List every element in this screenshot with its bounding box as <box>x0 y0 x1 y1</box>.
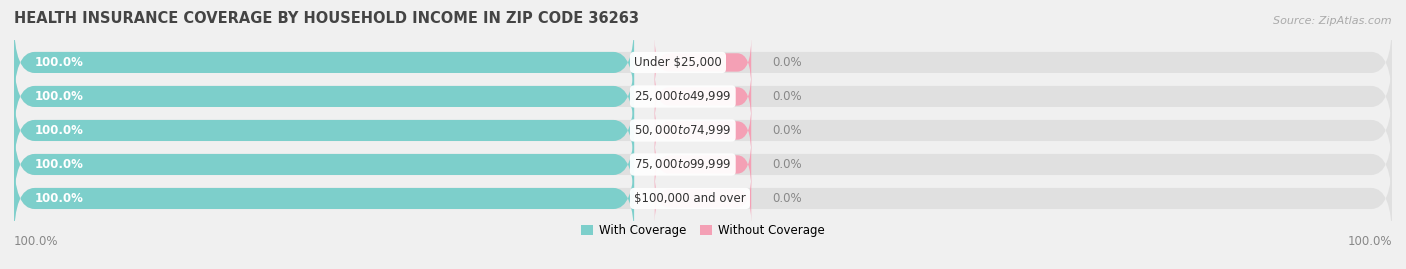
FancyBboxPatch shape <box>14 56 634 137</box>
Text: 100.0%: 100.0% <box>14 235 59 248</box>
FancyBboxPatch shape <box>655 174 751 223</box>
Text: 0.0%: 0.0% <box>772 192 801 205</box>
Text: $25,000 to $49,999: $25,000 to $49,999 <box>634 90 731 104</box>
Text: 0.0%: 0.0% <box>772 158 801 171</box>
Text: 100.0%: 100.0% <box>35 90 83 103</box>
Text: 100.0%: 100.0% <box>35 124 83 137</box>
FancyBboxPatch shape <box>14 22 1392 103</box>
FancyBboxPatch shape <box>14 22 634 103</box>
Text: 100.0%: 100.0% <box>35 192 83 205</box>
FancyBboxPatch shape <box>655 72 751 121</box>
Text: 0.0%: 0.0% <box>772 56 801 69</box>
FancyBboxPatch shape <box>14 158 1392 239</box>
FancyBboxPatch shape <box>14 56 1392 137</box>
FancyBboxPatch shape <box>14 124 634 205</box>
Text: $75,000 to $99,999: $75,000 to $99,999 <box>634 157 731 171</box>
Legend: With Coverage, Without Coverage: With Coverage, Without Coverage <box>576 219 830 242</box>
FancyBboxPatch shape <box>14 124 1392 205</box>
Text: Under $25,000: Under $25,000 <box>634 56 721 69</box>
Text: 0.0%: 0.0% <box>772 124 801 137</box>
FancyBboxPatch shape <box>655 38 751 87</box>
Text: HEALTH INSURANCE COVERAGE BY HOUSEHOLD INCOME IN ZIP CODE 36263: HEALTH INSURANCE COVERAGE BY HOUSEHOLD I… <box>14 11 640 26</box>
FancyBboxPatch shape <box>14 90 634 171</box>
Text: 0.0%: 0.0% <box>772 90 801 103</box>
Text: Source: ZipAtlas.com: Source: ZipAtlas.com <box>1274 16 1392 26</box>
Text: $100,000 and over: $100,000 and over <box>634 192 745 205</box>
Text: 100.0%: 100.0% <box>35 158 83 171</box>
FancyBboxPatch shape <box>14 158 634 239</box>
Text: $50,000 to $74,999: $50,000 to $74,999 <box>634 123 731 137</box>
Text: 100.0%: 100.0% <box>1347 235 1392 248</box>
FancyBboxPatch shape <box>655 106 751 155</box>
FancyBboxPatch shape <box>655 140 751 189</box>
Text: 100.0%: 100.0% <box>35 56 83 69</box>
FancyBboxPatch shape <box>14 90 1392 171</box>
